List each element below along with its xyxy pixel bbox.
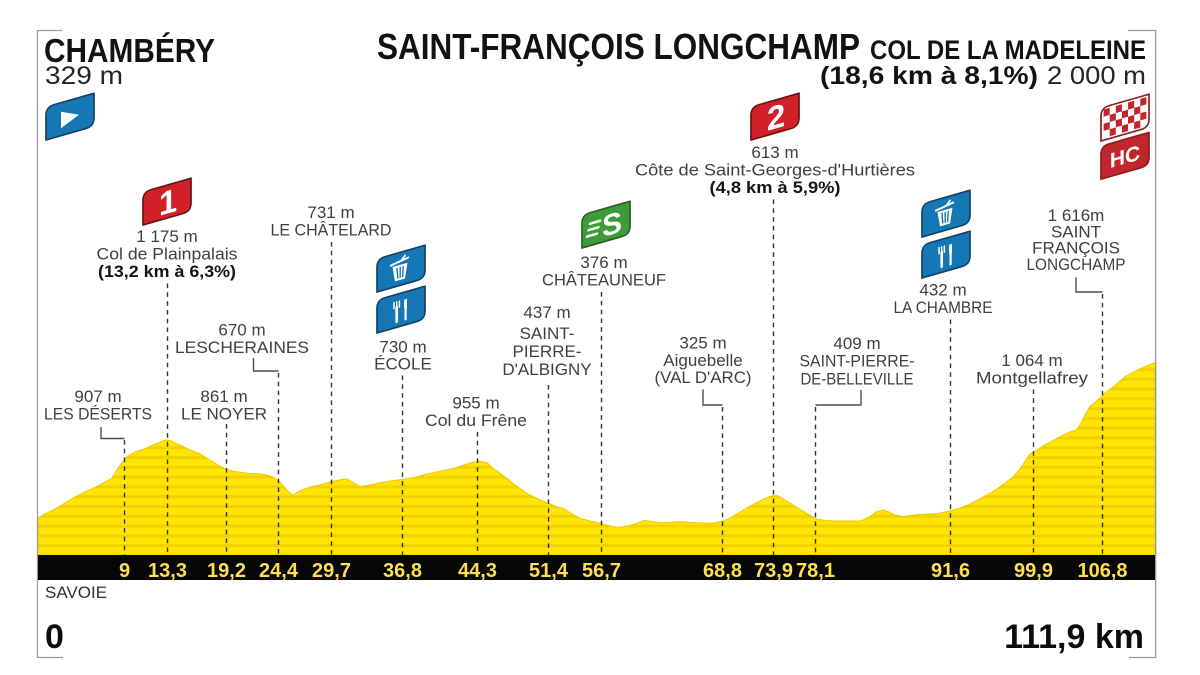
- svg-text:2 000 m: 2 000 m: [1047, 62, 1146, 90]
- svg-text:1: 1: [159, 182, 177, 224]
- svg-text:106,8: 106,8: [1077, 560, 1127, 582]
- svg-text:613 m: 613 m: [751, 143, 798, 162]
- svg-text:SAINT-: SAINT-: [520, 324, 575, 343]
- svg-text:731 m: 731 m: [307, 203, 354, 222]
- svg-text:COL DE LA MADELEINE: COL DE LA MADELEINE: [870, 35, 1146, 65]
- svg-text:0: 0: [45, 618, 64, 656]
- svg-text:36,8: 36,8: [383, 560, 422, 582]
- svg-text:D'ALBIGNY: D'ALBIGNY: [502, 360, 591, 379]
- svg-text:(18,6 km à 8,1%): (18,6 km à 8,1%): [820, 62, 1038, 90]
- svg-text:Col du Frêne: Col du Frêne: [425, 411, 527, 430]
- svg-text:44,3: 44,3: [458, 560, 497, 582]
- svg-text:SAINT: SAINT: [1051, 222, 1101, 241]
- svg-text:409 m: 409 m: [833, 334, 880, 353]
- svg-text:9: 9: [119, 560, 130, 582]
- svg-text:56,7: 56,7: [582, 560, 621, 582]
- svg-text:SAINT-PIERRE-: SAINT-PIERRE-: [800, 352, 915, 371]
- svg-text:ÉCOLE: ÉCOLE: [374, 355, 432, 374]
- svg-text:Col de Plainpalais: Col de Plainpalais: [97, 245, 238, 264]
- svg-text:111,9 km: 111,9 km: [1004, 618, 1144, 656]
- svg-text:(4,8 km à 5,9%): (4,8 km à 5,9%): [710, 178, 841, 197]
- svg-text:FRANÇOIS: FRANÇOIS: [1032, 239, 1120, 258]
- svg-text:861 m: 861 m: [200, 387, 247, 406]
- svg-text:LE CHÂTELARD: LE CHÂTELARD: [271, 221, 392, 240]
- svg-text:Côte de Saint-Georges-d'Hurtiè: Côte de Saint-Georges-d'Hurtières: [635, 161, 915, 180]
- svg-text:LONGCHAMP: LONGCHAMP: [1027, 255, 1126, 274]
- svg-text:91,6: 91,6: [931, 560, 970, 582]
- svg-text:LE NOYER: LE NOYER: [181, 405, 267, 424]
- svg-text:730 m: 730 m: [379, 338, 426, 357]
- svg-text:19,2: 19,2: [207, 560, 246, 582]
- svg-text:68,8: 68,8: [703, 560, 742, 582]
- svg-text:325 m: 325 m: [679, 334, 726, 353]
- svg-text:437 m: 437 m: [523, 303, 570, 322]
- svg-text:S: S: [602, 205, 622, 244]
- svg-text:SAVOIE: SAVOIE: [45, 583, 107, 602]
- svg-text:(VAL D'ARC): (VAL D'ARC): [655, 368, 752, 387]
- svg-text:432 m: 432 m: [919, 281, 966, 300]
- svg-text:2: 2: [767, 97, 785, 139]
- svg-text:(13,2 km à 6,3%): (13,2 km à 6,3%): [98, 262, 236, 281]
- svg-text:99,9: 99,9: [1014, 560, 1053, 582]
- svg-text:LES DÉSERTS: LES DÉSERTS: [44, 405, 152, 424]
- svg-text:1 616m: 1 616m: [1048, 206, 1105, 225]
- svg-text:1 175 m: 1 175 m: [136, 227, 197, 246]
- svg-text:670 m: 670 m: [218, 321, 265, 340]
- svg-text:DE-BELLEVILLE: DE-BELLEVILLE: [801, 370, 914, 389]
- svg-text:376 m: 376 m: [580, 253, 627, 272]
- svg-text:51,4: 51,4: [529, 560, 569, 582]
- svg-text:13,3: 13,3: [148, 560, 187, 582]
- svg-text:24,4: 24,4: [259, 560, 299, 582]
- svg-text:73,9: 73,9: [754, 560, 793, 582]
- svg-text:PIERRE-: PIERRE-: [513, 342, 582, 361]
- svg-text:29,7: 29,7: [312, 560, 351, 582]
- svg-text:LESCHERAINES: LESCHERAINES: [175, 338, 309, 357]
- svg-text:78,1: 78,1: [796, 560, 835, 582]
- svg-text:Montgellafrey: Montgellafrey: [976, 369, 1089, 388]
- svg-text:Aiguebelle: Aiguebelle: [663, 351, 742, 370]
- svg-text:907 m: 907 m: [74, 387, 121, 406]
- svg-text:SAINT-FRANÇOIS LONGCHAMP: SAINT-FRANÇOIS LONGCHAMP: [377, 26, 860, 67]
- svg-text:955 m: 955 m: [452, 394, 499, 413]
- svg-text:1 064 m: 1 064 m: [1001, 351, 1062, 370]
- svg-text:CHAMBÉRY: CHAMBÉRY: [44, 32, 215, 69]
- svg-text:CHÂTEAUNEUF: CHÂTEAUNEUF: [542, 271, 666, 290]
- svg-text:329 m: 329 m: [45, 62, 123, 90]
- svg-text:LA CHAMBRE: LA CHAMBRE: [894, 298, 993, 317]
